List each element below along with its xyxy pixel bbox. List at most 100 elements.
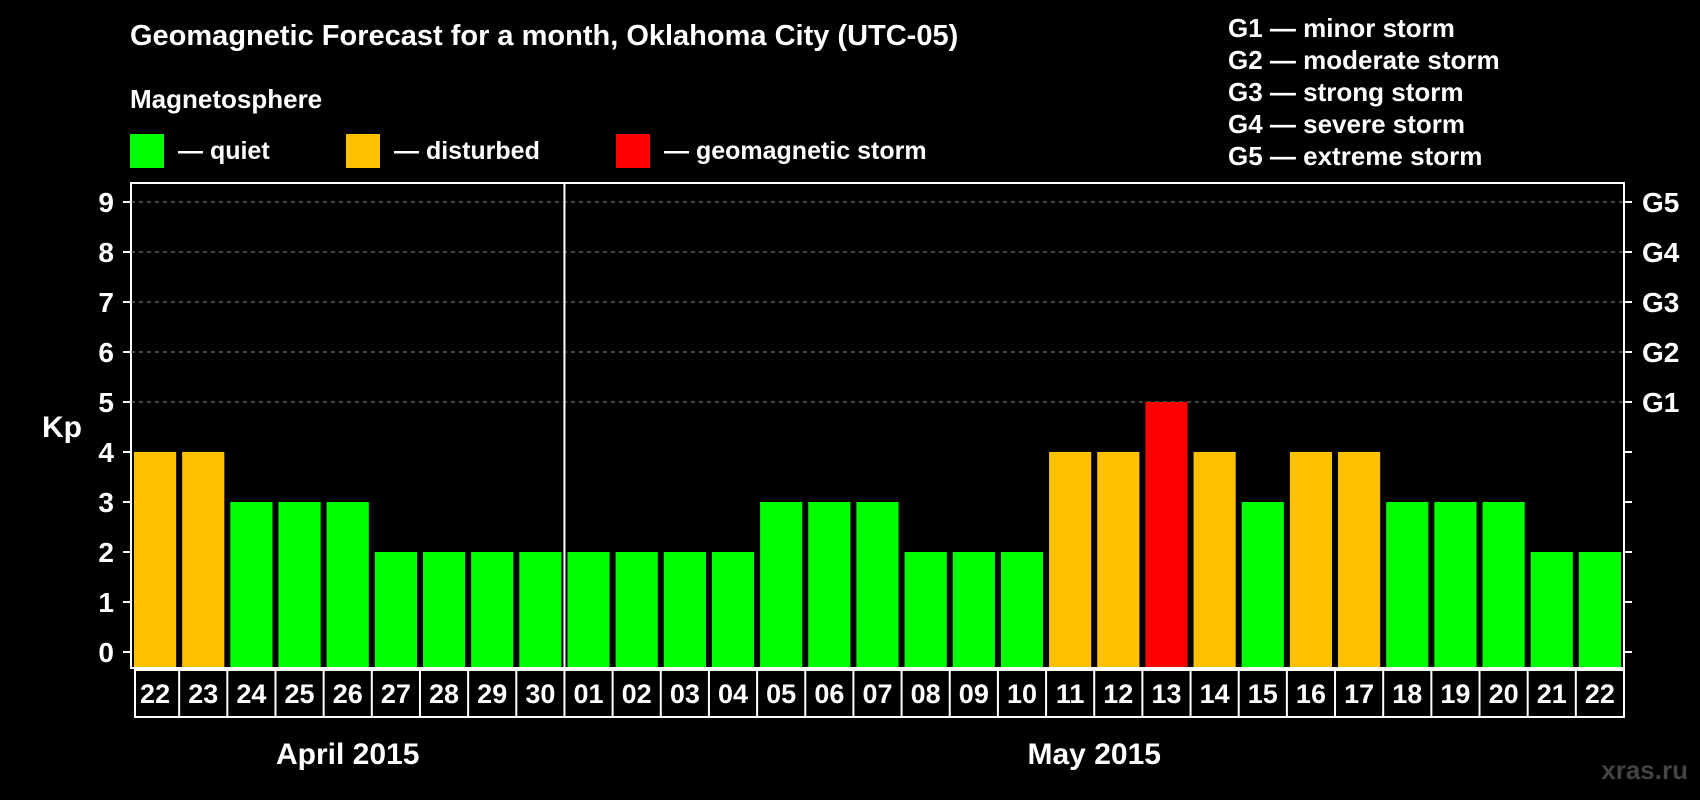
right-axis-label: G5: [1642, 187, 1679, 218]
y-tick-label: 0: [98, 637, 114, 668]
day-label: 15: [1248, 679, 1278, 709]
legend-storm-label: — geomagnetic storm: [664, 136, 927, 165]
legend-disturbed-swatch: [346, 134, 380, 168]
bar-19: [1049, 452, 1092, 667]
day-box-row: [134, 669, 1625, 718]
legend-disturbed: — disturbed: [346, 134, 540, 168]
bar-8: [519, 552, 562, 667]
bar-5: [374, 552, 417, 667]
right-axis-label: G2: [1642, 337, 1679, 368]
storm-scale-g4: G4 — severe storm: [1228, 109, 1466, 139]
day-label: 12: [1103, 679, 1133, 709]
storm-scale-legend: G1 — minor storm G2 — moderate storm G3 …: [1228, 12, 1500, 172]
day-label: 09: [959, 679, 989, 709]
legend-storm-swatch: [616, 134, 650, 168]
bar-24: [1289, 452, 1333, 667]
bar-6: [422, 552, 466, 667]
day-label: 01: [574, 679, 604, 709]
bar-22: [1193, 452, 1236, 667]
bar-25: [1338, 452, 1381, 667]
day-label: 22: [1585, 679, 1615, 709]
y-tick-label: 6: [98, 337, 114, 368]
bar-10: [615, 552, 658, 667]
bar-20: [1097, 452, 1140, 667]
y-tick-label: 1: [98, 587, 114, 618]
bar-11: [663, 552, 706, 667]
bar-2: [230, 502, 273, 667]
day-label: 18: [1392, 679, 1422, 709]
right-axis-label: G4: [1642, 237, 1680, 268]
bar-16: [904, 552, 947, 667]
bar-26: [1386, 502, 1429, 667]
bar-7: [471, 552, 514, 667]
bar-17: [952, 552, 995, 667]
plot-frame: [130, 182, 1625, 669]
day-label: 05: [766, 679, 796, 709]
day-label: 16: [1296, 679, 1326, 709]
y-tick-label: 5: [98, 387, 114, 418]
day-label: 17: [1344, 679, 1374, 709]
bar-4: [326, 502, 369, 667]
y-axis-label: Kp: [42, 411, 82, 444]
y-tick-label: 9: [98, 187, 114, 218]
bar-0: [134, 452, 177, 667]
bar-21: [1145, 402, 1188, 667]
day-label: 20: [1489, 679, 1519, 709]
day-label: 06: [814, 679, 844, 709]
magnetosphere-label: Magnetosphere: [130, 84, 323, 114]
bar-3: [278, 502, 321, 667]
legend-disturbed-label: — disturbed: [394, 136, 540, 165]
bar-9: [567, 552, 610, 667]
day-label: 19: [1440, 679, 1470, 709]
month-label: May 2015: [1028, 738, 1161, 771]
bar-1: [182, 452, 225, 667]
day-label: 27: [381, 679, 411, 709]
day-label: 07: [862, 679, 892, 709]
storm-scale-g3: G3 — strong storm: [1228, 77, 1464, 107]
day-label: 13: [1151, 679, 1181, 709]
bar-12: [711, 552, 755, 667]
bar-13: [760, 502, 803, 667]
storm-scale-g5: G5 — extreme storm: [1228, 141, 1483, 171]
day-label: 08: [911, 679, 941, 709]
legend-quiet: — quiet: [130, 134, 270, 168]
bar-18: [1000, 552, 1044, 667]
bar-28: [1482, 502, 1525, 667]
y-tick-label: 2: [98, 537, 114, 568]
bar-29: [1530, 552, 1573, 667]
day-label: 02: [622, 679, 652, 709]
legend-storm: — geomagnetic storm: [616, 134, 927, 168]
right-axis-label: G3: [1642, 287, 1679, 318]
watermark: xras.ru: [1601, 755, 1688, 785]
y-tick-label: 8: [98, 237, 114, 268]
bar-30: [1578, 552, 1621, 667]
bar-27: [1434, 502, 1477, 667]
legend-quiet-label: — quiet: [178, 136, 270, 165]
day-label: 25: [285, 679, 315, 709]
y-tick-label: 4: [98, 437, 114, 468]
bar-23: [1241, 502, 1284, 667]
day-label: 22: [140, 679, 170, 709]
y-tick-label: 3: [98, 487, 114, 518]
chart-title: Geomagnetic Forecast for a month, Oklaho…: [130, 20, 959, 52]
day-label: 26: [333, 679, 363, 709]
y-tick-label: 7: [98, 287, 114, 318]
day-label: 21: [1537, 679, 1567, 709]
day-label: 29: [477, 679, 507, 709]
bar-14: [808, 502, 851, 667]
day-label: 10: [1007, 679, 1037, 709]
right-axis-label: G1: [1642, 387, 1679, 418]
day-label: 23: [188, 679, 218, 709]
day-label: 04: [718, 679, 748, 709]
day-label: 24: [236, 679, 266, 709]
storm-scale-g1: G1 — minor storm: [1228, 13, 1455, 43]
month-label: April 2015: [276, 738, 419, 771]
storm-scale-g2: G2 — moderate storm: [1228, 45, 1500, 75]
bar-15: [856, 502, 899, 667]
day-label: 14: [1200, 679, 1230, 709]
day-label: 11: [1056, 679, 1085, 709]
legend-quiet-swatch: [130, 134, 164, 168]
day-label: 28: [429, 679, 459, 709]
day-label: 30: [525, 679, 555, 709]
